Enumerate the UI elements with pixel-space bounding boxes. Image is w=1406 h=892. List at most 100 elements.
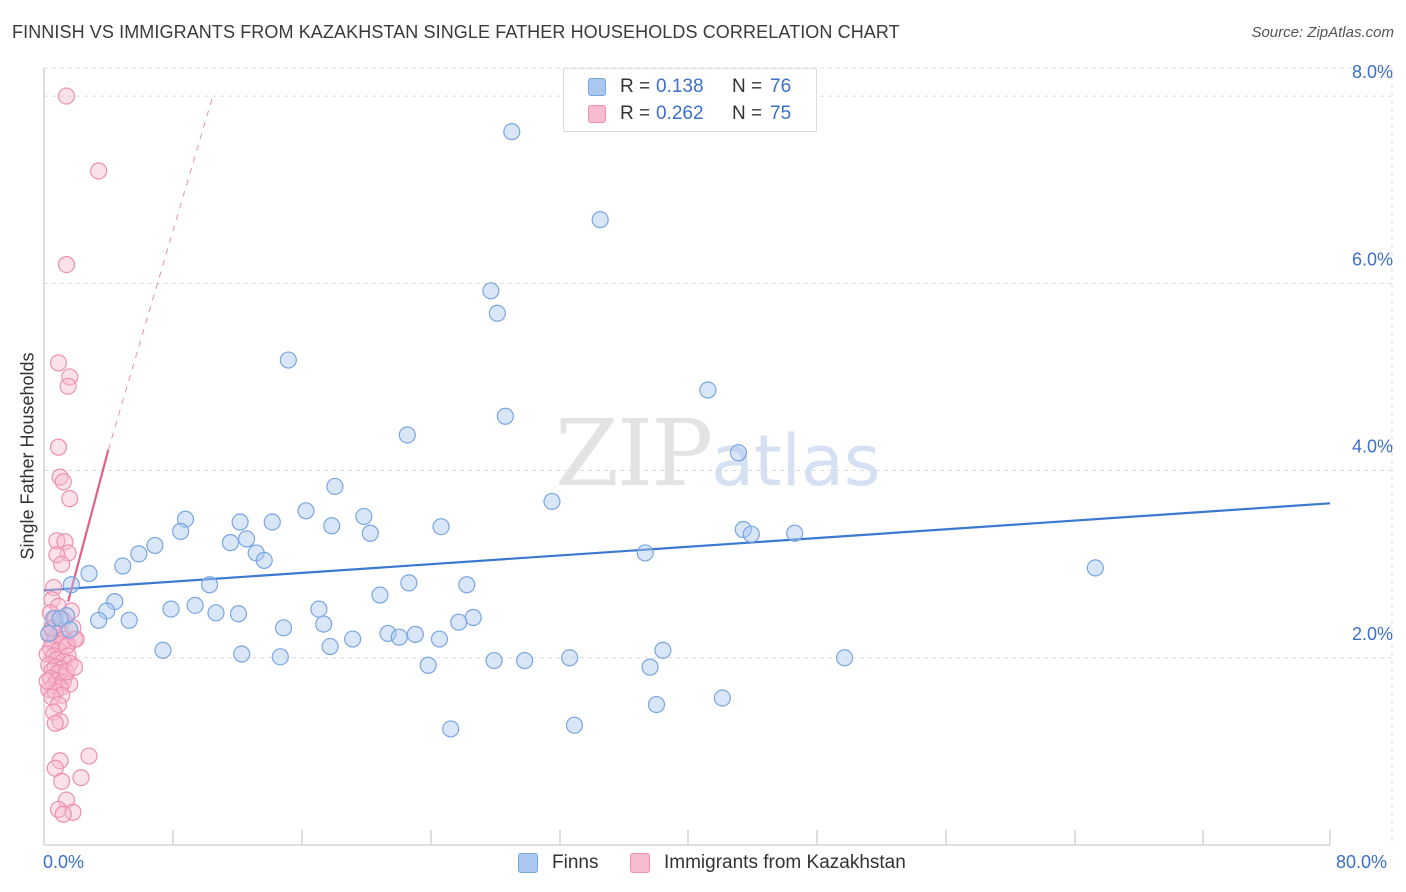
series-finns [40,123,1104,738]
legend-swatch-finns [518,853,538,873]
data-point-kazakhstan [46,714,64,732]
legend-item-kazakhstan[interactable]: Immigrants from Kazakhstan [630,852,906,874]
data-point-finns [310,600,328,618]
legend-r-label: R = [620,76,651,97]
data-point-finns [398,426,416,444]
data-point-finns [496,407,514,425]
data-point-kazakhstan [57,255,76,274]
data-point-finns [485,651,503,670]
data-point-finns [543,492,561,511]
data-point-kazakhstan [54,805,72,823]
data-point-finns [237,530,256,548]
data-point-finns [62,576,80,594]
data-point-finns [742,525,760,543]
data-point-finns [371,586,389,604]
data-point-finns [120,611,138,629]
data-point-finns [130,545,148,563]
data-point-finns [315,615,333,633]
data-point-kazakhstan [38,672,56,690]
legend-r-value: 0.138 [656,76,704,97]
x-tick-label-min: 0.0% [43,852,85,872]
data-point-finns [591,211,609,229]
watermark-zip: ZIP [555,400,713,507]
y-tick-label: 2.0% [1352,624,1393,644]
data-point-kazakhstan [65,658,84,676]
data-point-finns [344,630,362,648]
data-point-finns [379,624,397,643]
legend-label-kazakhstan: Immigrants from Kazakhstan [664,852,906,873]
data-point-finns [390,628,408,646]
data-point-kazakhstan [72,768,90,787]
legend-n-value: 76 [770,76,792,97]
data-point-kazakhstan [43,591,61,609]
data-point-kazakhstan [53,555,71,573]
data-point-finns [323,517,341,535]
legend-label-finns: Finns [552,852,599,873]
trend-lines [43,95,1331,602]
data-point-finns [450,613,468,631]
data-point-finns [432,518,450,536]
trend-line-finns [43,502,1331,592]
data-point-finns [146,536,164,555]
trend-line-kazakhstan [67,449,110,602]
y-axis-label: Single Father Households [17,352,38,560]
data-point-finns [162,600,180,618]
data-point-finns [729,444,748,462]
data-point-kazakhstan [49,354,68,372]
data-point-finns [114,557,132,575]
legend-r-label: R = [620,103,651,124]
data-point-finns [654,641,672,659]
data-point-finns [786,524,804,542]
data-point-finns [40,624,58,643]
data-point-finns [488,304,506,322]
source-label: Source: ZipAtlas.com [1251,24,1394,41]
data-point-finns [61,621,79,639]
data-point-finns [1086,559,1104,577]
data-point-kazakhstan [49,438,68,456]
data-point-finns [641,658,659,676]
data-point-kazakhstan [57,87,76,105]
data-point-finns [734,520,752,539]
x-tick-label-max: 80.0% [1336,852,1388,872]
data-point-finns [321,637,339,656]
data-point-kazakhstan [53,772,71,790]
data-point-finns [51,609,69,628]
data-point-finns [400,574,418,592]
data-point-finns [207,604,225,622]
data-point-finns [565,716,584,734]
data-point-finns [458,576,476,594]
data-point-finns [442,720,460,738]
y-tick-label: 6.0% [1352,249,1393,269]
legend-n-label: N = [732,103,763,124]
data-point-finns [835,649,854,667]
data-point-kazakhstan [56,533,74,551]
data-point-finns [154,641,172,659]
data-point-kazakhstan [57,663,76,681]
data-point-finns [355,507,373,526]
data-point-finns [255,551,273,570]
series-legend: Finns Immigrants from Kazakhstan [0,852,1406,878]
data-point-kazakhstan [67,630,85,648]
legend-row-kazakhstan: R = 0.262 N = 75 [588,102,791,126]
data-point-finns [271,648,289,666]
data-point-finns [326,477,344,496]
data-point-finns [279,351,297,369]
data-point-finns [186,596,204,614]
data-point-finns [647,695,666,714]
data-point-finns [231,513,249,531]
legend-r-value: 0.262 [656,103,704,124]
data-point-kazakhstan [51,468,69,486]
trend-line-kazakhstan-extension [107,95,214,451]
data-point-finns [713,689,731,707]
y-tick-labels: 2.0% 4.0% 6.0% 8.0% [1352,62,1393,644]
data-point-finns [430,630,449,648]
legend-item-finns[interactable]: Finns [518,852,598,874]
y-tick-label: 4.0% [1352,437,1393,457]
data-point-kazakhstan [61,490,79,508]
data-point-finns [636,544,654,562]
data-point-kazakhstan [48,546,66,564]
data-point-finns [464,608,482,627]
data-point-finns [361,524,379,542]
data-point-finns [221,534,240,552]
data-point-kazakhstan [80,747,98,765]
